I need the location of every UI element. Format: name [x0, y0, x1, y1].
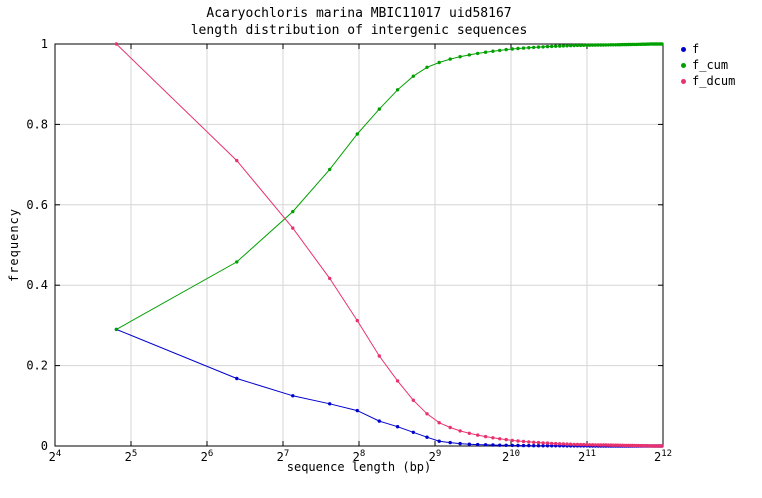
svg-text:0.4: 0.4	[26, 278, 48, 292]
chart-title-line-1: Acaryochloris marina MBIC11017 uid58167	[206, 6, 512, 21]
svg-text:0.6: 0.6	[26, 198, 48, 212]
legend-label-f: f	[692, 42, 700, 56]
axes	[54, 43, 664, 447]
svg-text:0.8: 0.8	[26, 117, 48, 131]
legend-item-f-dcum: f_dcum	[681, 73, 735, 89]
chart-title-line-2: length distribution of intergenic sequen…	[190, 23, 528, 38]
grid	[54, 43, 664, 447]
x-axis-label: sequence length (bp)	[286, 460, 432, 474]
svg-text:0: 0	[41, 439, 48, 453]
series-f_cum	[114, 42, 664, 332]
svg-text:0.2: 0.2	[26, 359, 48, 373]
legend-marker-f-cum-icon	[681, 62, 686, 68]
legend-item-f-cum: f_cum	[681, 57, 735, 73]
legend: f f_cum f_dcum	[681, 41, 735, 89]
y-axis-label: frequency	[7, 207, 21, 283]
legend-item-f: f	[681, 41, 735, 57]
series-f	[114, 327, 664, 448]
svg-text:1: 1	[41, 37, 48, 51]
legend-label-f-dcum: f_dcum	[692, 74, 736, 88]
legend-marker-f-icon	[681, 46, 686, 52]
legend-marker-f-dcum-icon	[681, 78, 686, 84]
legend-label-f-cum: f_cum	[692, 58, 729, 72]
series-f_dcum	[114, 42, 664, 448]
